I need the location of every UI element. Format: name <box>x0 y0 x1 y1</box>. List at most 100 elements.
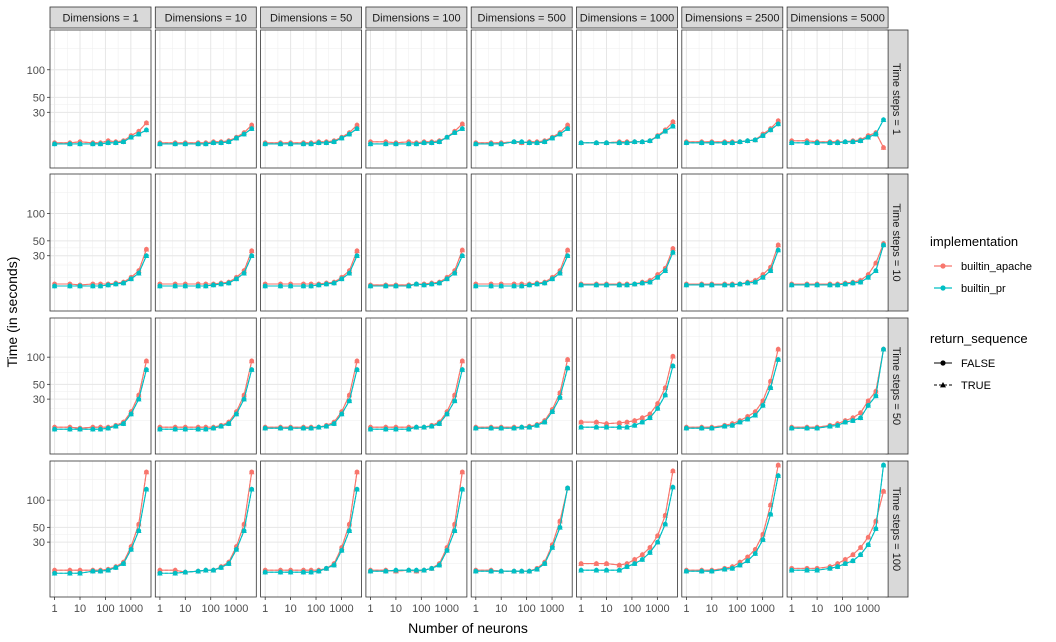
facet-panel <box>365 317 468 455</box>
data-point-triangle <box>639 551 646 557</box>
data-point-triangle <box>850 417 856 423</box>
data-point-triangle <box>157 141 163 147</box>
panel-background <box>787 30 889 168</box>
data-point-triangle <box>393 283 399 289</box>
series-line-builtin_apache-true <box>54 249 147 286</box>
data-point-triangle <box>624 140 630 146</box>
data-point-triangle <box>77 567 83 573</box>
series-line-builtin_apache-true <box>475 249 569 285</box>
data-point-triangle <box>593 140 600 146</box>
data-point-triangle <box>814 282 820 288</box>
facet-panel <box>576 460 678 598</box>
facet-panel <box>681 173 784 312</box>
panel-background <box>365 30 467 168</box>
data-point-triangle <box>788 282 795 288</box>
data-point-triangle <box>405 426 412 432</box>
data-point-triangle <box>241 392 247 398</box>
facet-panel <box>470 173 573 312</box>
data-point-triangle <box>218 423 224 429</box>
facet-panel <box>576 317 678 455</box>
data-point-triangle <box>857 138 864 144</box>
data-point-triangle <box>444 544 450 550</box>
data-point-triangle <box>631 417 638 423</box>
data-point-triangle <box>135 527 142 533</box>
panel-background <box>681 461 783 597</box>
data-point-triangle <box>624 419 630 425</box>
data-point-triangle <box>593 424 600 430</box>
data-point-triangle <box>760 536 766 542</box>
data-point-triangle <box>367 283 374 289</box>
series-line-builtin_apache-true <box>54 122 147 144</box>
data-point-triangle <box>804 282 810 288</box>
x-tick-label: 100 <box>728 603 746 615</box>
series-line-builtin_pr-true <box>686 359 779 429</box>
data-point-triangle <box>77 141 83 147</box>
data-point-triangle <box>616 562 623 568</box>
data-point-triangle <box>526 568 533 574</box>
y-tick-label: 30 <box>33 107 45 119</box>
data-point-triangle <box>120 560 127 566</box>
data-point-triangle <box>248 122 255 128</box>
panel-border <box>470 460 573 598</box>
data-point-triangle <box>670 353 676 359</box>
series-line-builtin_pr-true <box>581 252 674 286</box>
data-point-triangle <box>814 425 820 431</box>
data-point-triangle <box>603 560 610 566</box>
data-point-triangle <box>143 358 150 364</box>
facet-panel <box>49 29 152 169</box>
series-line-builtin_pr-true <box>265 128 358 145</box>
data-point-triangle <box>354 248 360 254</box>
y-tick-label: 50 <box>33 379 45 391</box>
data-point-triangle <box>624 424 630 430</box>
data-point-triangle <box>670 468 676 474</box>
x-tick-label: 1 <box>683 603 689 615</box>
data-point-triangle <box>654 405 661 411</box>
series-line-builtin_pr-true <box>265 489 358 573</box>
data-point-triangle <box>526 140 533 146</box>
x-tick-label: 1000 <box>224 603 248 615</box>
col-strip-label: Dimensions = 10 <box>165 13 247 25</box>
data-point-triangle <box>405 567 412 573</box>
data-point-triangle <box>195 141 201 147</box>
data-point-triangle <box>354 122 360 128</box>
axes: 30 50 100 30 50 100 30 50 100 30 50 100 1 10 100 1000 1 1… <box>27 65 881 615</box>
facet-panel <box>576 173 678 312</box>
data-point-triangle <box>393 141 399 147</box>
data-point-triangle <box>578 560 584 566</box>
data-point-triangle <box>865 402 872 408</box>
data-point-triangle <box>436 138 443 145</box>
data-point-triangle <box>67 141 73 147</box>
data-point-triangle <box>90 283 96 289</box>
data-point-triangle <box>393 567 399 573</box>
x-tick-label: 10 <box>706 603 718 615</box>
data-point-triangle <box>721 566 728 572</box>
data-point-triangle <box>172 141 178 147</box>
data-point-triangle <box>737 559 743 565</box>
series-line-builtin_pr-true <box>475 255 569 287</box>
data-point-triangle <box>354 125 360 131</box>
data-point-triangle <box>488 425 494 431</box>
data-point-triangle <box>624 560 630 566</box>
data-point-triangle <box>834 563 841 569</box>
panel-border <box>260 317 363 455</box>
series-line-builtin_pr-true <box>265 255 358 287</box>
panel-border <box>260 173 363 312</box>
data-point-triangle <box>405 141 412 147</box>
data-point-triangle <box>549 408 556 414</box>
data-point-triangle <box>354 358 360 364</box>
x-tick-label: 1 <box>157 603 163 615</box>
series-line-builtin_apache-true <box>475 124 568 144</box>
series-line-builtin_apache-true <box>265 124 358 144</box>
series-line-builtin_pr-true <box>686 475 779 572</box>
facet-panel <box>260 460 363 598</box>
data-point-triangle <box>97 141 104 147</box>
data-point-triangle <box>308 569 314 575</box>
series-line-builtin_pr-true <box>475 367 569 429</box>
data-point-triangle <box>857 551 864 557</box>
data-point-triangle <box>631 422 638 428</box>
data-point-triangle <box>331 138 337 145</box>
data-point-triangle <box>413 424 420 430</box>
facet-panel <box>786 317 889 455</box>
x-tick-label: 1 <box>367 603 373 615</box>
legend-entry-false: FALSE <box>961 358 995 370</box>
